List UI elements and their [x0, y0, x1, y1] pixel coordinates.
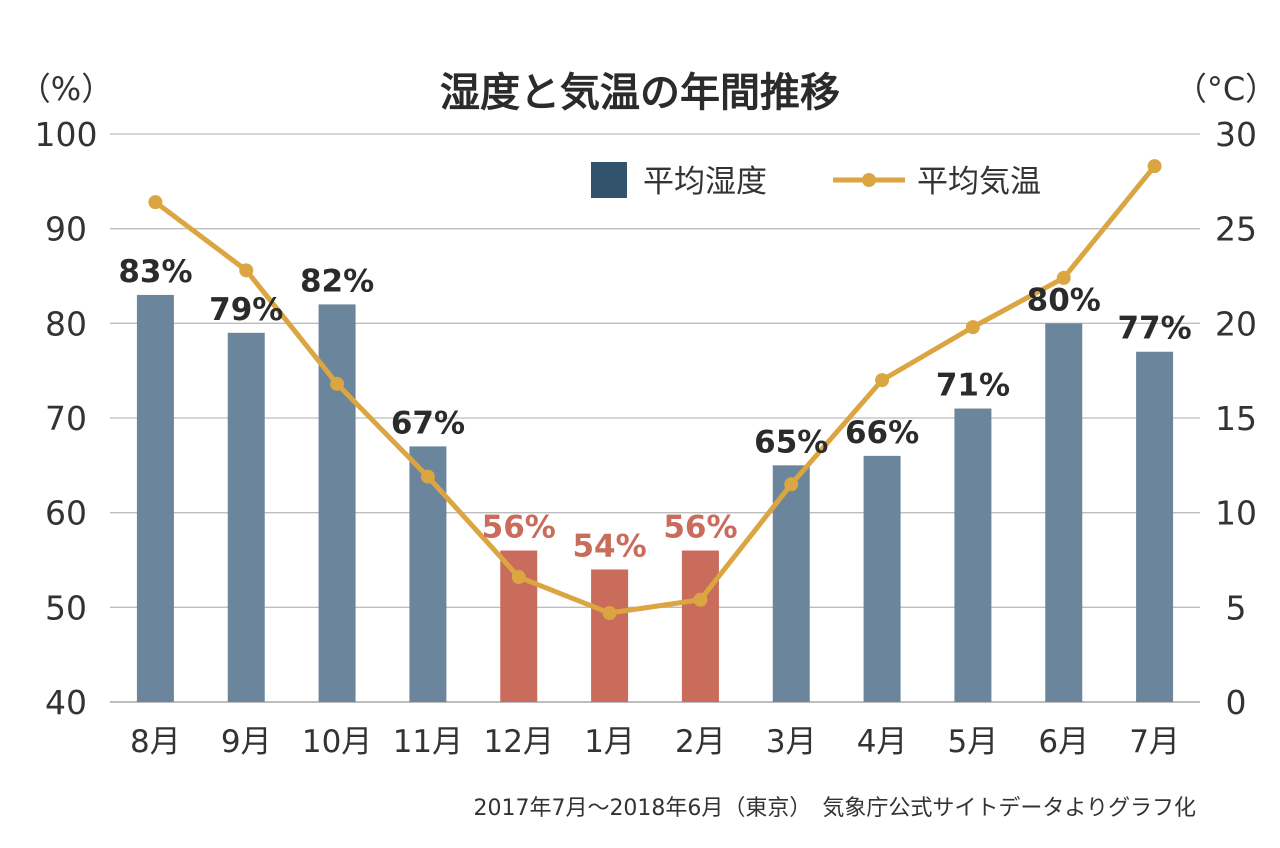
humidity-bar-label: 79%	[209, 292, 283, 328]
legend: 平均湿度 平均気温	[591, 162, 1041, 200]
humidity-bar-label: 65%	[754, 424, 828, 460]
category-label: 5月	[948, 724, 999, 760]
humidity-bar	[591, 569, 629, 702]
right-axis-ticks: 0 5 10 15 20 25 30	[1215, 115, 1257, 722]
category-label: 12月	[484, 724, 554, 760]
category-label: 9月	[221, 724, 272, 760]
humidity-bar-label: 83%	[118, 254, 192, 290]
temperature-point	[420, 469, 435, 484]
left-tick-label: 100	[35, 115, 98, 154]
temperature-point	[239, 263, 254, 278]
category-label: 1月	[584, 724, 635, 760]
left-tick-label: 50	[45, 588, 87, 627]
humidity-bar-label: 56%	[663, 510, 737, 546]
category-label: 4月	[857, 724, 908, 760]
x-axis-categories: 8月 9月 10月 11月 12月 1月 2月 3月 4月 5月 6月 7月	[130, 724, 1180, 760]
humidity-bar-label: 54%	[572, 528, 646, 564]
legend-humidity-swatch	[591, 162, 627, 198]
category-label: 7月	[1129, 724, 1180, 760]
category-label: 2月	[675, 724, 726, 760]
humidity-bar-label: 71%	[936, 368, 1010, 404]
temperature-line	[148, 159, 1162, 621]
category-label: 8月	[130, 724, 181, 760]
legend-humidity-label: 平均湿度	[643, 164, 767, 200]
temperature-point	[602, 606, 617, 621]
left-tick-label: 90	[45, 210, 87, 249]
humidity-bar-label: 80%	[1027, 282, 1101, 318]
right-axis-unit: （°C）	[1175, 70, 1277, 108]
humidity-bar	[1045, 323, 1083, 702]
humidity-bar	[681, 550, 719, 702]
category-label: 11月	[393, 724, 463, 760]
right-tick-label: 0	[1226, 683, 1247, 722]
humidity-bar	[227, 332, 265, 702]
temperature-point	[965, 320, 980, 335]
left-tick-label: 60	[45, 494, 87, 533]
left-tick-label: 40	[45, 683, 87, 722]
temperature-series-line	[153, 164, 1157, 616]
category-label: 10月	[302, 724, 372, 760]
temperature-point	[784, 477, 799, 492]
temperature-point	[330, 376, 345, 391]
temperature-point	[511, 570, 526, 585]
left-tick-label: 70	[45, 399, 87, 438]
chart-title: 湿度と気温の年間推移	[440, 70, 840, 116]
humidity-bars	[136, 294, 1174, 702]
humidity-bar-label: 66%	[845, 415, 919, 451]
humidity-bar	[409, 446, 447, 702]
humidity-bar	[863, 455, 901, 702]
category-label: 3月	[766, 724, 817, 760]
humidity-bar	[772, 465, 810, 702]
temperature-point	[693, 592, 708, 607]
left-axis-unit: （%）	[19, 70, 113, 108]
humidity-bar	[954, 408, 992, 702]
gridlines	[110, 133, 1200, 703]
humidity-bar	[136, 294, 174, 702]
left-tick-label: 80	[45, 304, 87, 343]
right-tick-label: 30	[1215, 115, 1257, 154]
legend-temperature-label: 平均気温	[917, 164, 1041, 200]
humidity-bar-label: 67%	[391, 405, 465, 441]
humidity-bar	[1136, 351, 1174, 702]
temperature-point	[1056, 270, 1071, 285]
temperature-point	[1147, 159, 1162, 174]
humidity-bar-label: 77%	[1117, 311, 1191, 347]
right-tick-label: 5	[1226, 588, 1247, 627]
right-tick-label: 20	[1215, 304, 1257, 343]
legend-temperature-marker	[862, 173, 876, 187]
humidity-bar-labels: 83% 79% 82% 67% 56% 54% 56% 65% 66% 71% 80% 77%	[118, 254, 1191, 565]
humidity-bar-label: 82%	[300, 263, 374, 299]
temperature-point	[875, 373, 890, 388]
source-note: 2017年7月〜2018年6月（東京） 気象庁公式サイトデータよりグラフ化	[473, 796, 1196, 821]
right-tick-label: 15	[1215, 399, 1257, 438]
category-label: 6月	[1038, 724, 1089, 760]
right-tick-label: 10	[1215, 494, 1257, 533]
temperature-point	[148, 195, 163, 210]
left-axis-ticks: 40 50 60 70 80 90 100	[35, 115, 98, 722]
right-tick-label: 25	[1215, 210, 1257, 249]
humidity-bar-label: 56%	[482, 510, 556, 546]
